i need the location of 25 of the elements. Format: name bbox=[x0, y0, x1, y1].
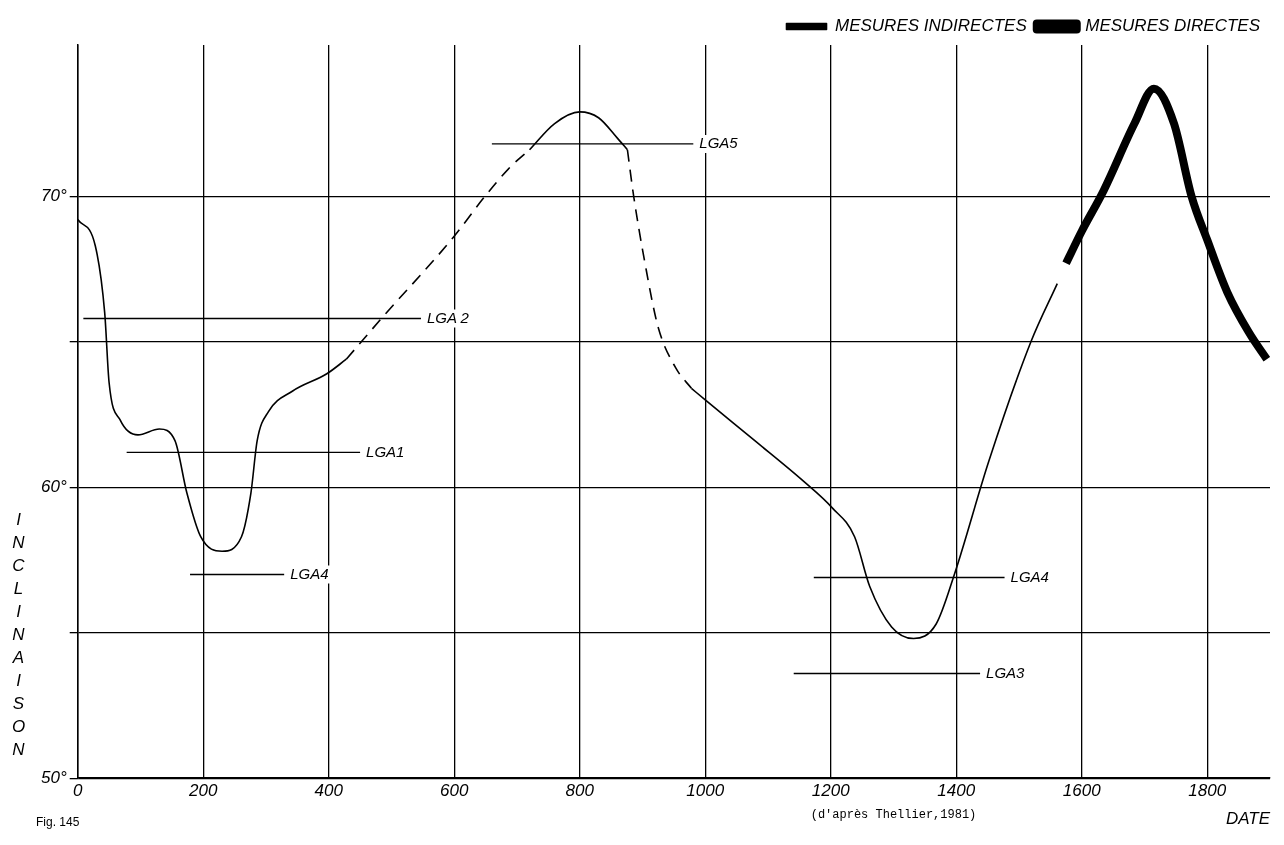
y-tick-label: 60° bbox=[40, 476, 67, 496]
x-tick-label: 1400 bbox=[937, 781, 976, 801]
x-tick-label: 600 bbox=[440, 781, 469, 801]
x-tick-label: 1000 bbox=[686, 781, 725, 801]
x-tick-label: 800 bbox=[565, 781, 595, 801]
caption: Fig. 145 bbox=[36, 815, 80, 830]
y-tick-label: 50° bbox=[40, 767, 67, 787]
series-label: LGA1 bbox=[366, 442, 405, 460]
series-label: LGA3 bbox=[986, 663, 1026, 681]
x-tick-label: 0 bbox=[72, 781, 83, 801]
x-axis-title: DATE bbox=[1225, 808, 1271, 828]
x-tick-label: 200 bbox=[188, 781, 218, 801]
legend-label: MESURES DIRECTES bbox=[1085, 16, 1261, 36]
series-label: LGA4 bbox=[1010, 567, 1049, 585]
series-label: LGA 2 bbox=[426, 308, 470, 326]
text: (d'après Thellier,1981) bbox=[810, 808, 977, 823]
x-tick-label: 1800 bbox=[1188, 781, 1227, 801]
x-tick-label: 400 bbox=[314, 781, 344, 801]
legend-label: MESURES INDIRECTES bbox=[835, 16, 1028, 36]
x-tick-label: 1600 bbox=[1062, 781, 1102, 801]
y-axis-title: INCLINAISON bbox=[8, 510, 29, 763]
series-label: LGA4 bbox=[290, 564, 329, 582]
x-tick-label: 1200 bbox=[811, 781, 851, 801]
series-label: LGA5 bbox=[699, 134, 739, 152]
y-tick-label: 70° bbox=[40, 186, 67, 206]
